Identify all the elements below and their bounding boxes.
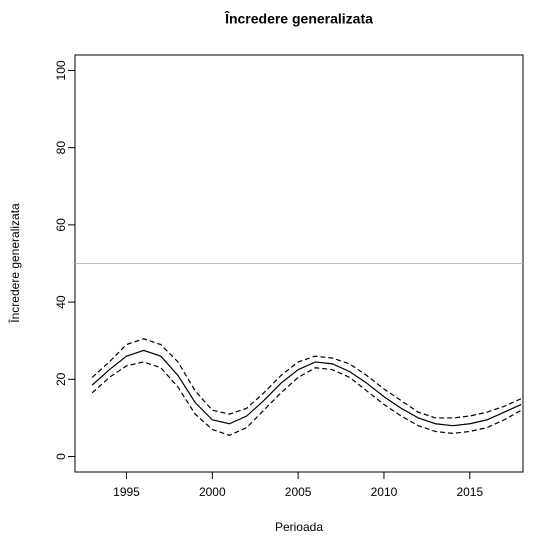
x-tick-label: 2010 (371, 485, 398, 499)
x-tick-label: 1995 (113, 485, 140, 499)
y-tick-label: 0 (54, 453, 68, 460)
y-tick-label: 100 (54, 60, 68, 80)
x-tick-label: 2005 (285, 485, 312, 499)
y-tick-label: 20 (54, 372, 68, 386)
y-tick-label: 40 (54, 295, 68, 309)
x-axis-label: Perioada (275, 520, 323, 534)
x-tick-label: 2000 (199, 485, 226, 499)
series-line (91, 361, 522, 436)
series-line (91, 338, 522, 419)
y-tick-label: 60 (54, 218, 68, 232)
x-tick-label: 2015 (456, 485, 483, 499)
series-line (91, 349, 522, 427)
y-axis-label: Încredere generalizata (7, 203, 22, 324)
chart-title: Încredere generalizata (224, 10, 373, 27)
y-tick-label: 80 (54, 141, 68, 155)
